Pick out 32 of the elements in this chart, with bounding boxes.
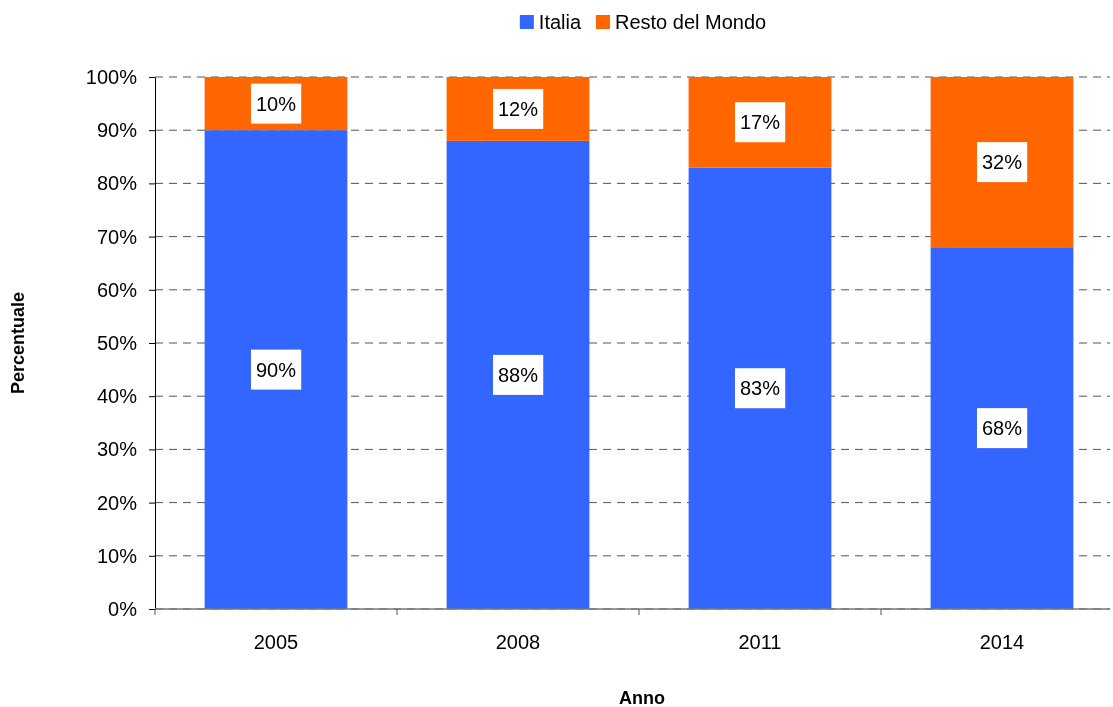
- data-label: 88%: [497, 363, 539, 386]
- x-tick-label: 2005: [253, 631, 299, 653]
- y-tick-label: 80%: [96, 172, 138, 195]
- y-tick-label: 50%: [96, 331, 138, 354]
- y-tick-label: 60%: [96, 278, 138, 301]
- bar: [930, 77, 1074, 248]
- bar: [446, 140, 590, 609]
- x-axis-title: Anno: [619, 688, 665, 707]
- x-tick-label: 2011: [738, 631, 782, 653]
- bar: [688, 167, 832, 609]
- y-tick-label: 10%: [96, 544, 138, 567]
- x-tick-label: 2008: [495, 631, 541, 653]
- y-tick-label: 90%: [96, 119, 138, 142]
- data-label: 90%: [255, 358, 297, 381]
- x-tick-label: 2014: [979, 631, 1025, 653]
- data-label: 12%: [497, 97, 539, 120]
- bar: [204, 130, 348, 609]
- y-tick-label: 0%: [108, 597, 138, 620]
- y-tick-label: 30%: [96, 438, 138, 461]
- data-label: 17%: [739, 111, 781, 134]
- y-tick-label: 70%: [96, 225, 138, 248]
- y-axis-title: Percentuale: [8, 291, 28, 395]
- data-label: 68%: [981, 417, 1023, 440]
- y-tick-label: 20%: [96, 491, 138, 514]
- legend-label: Resto del Mondo: [614, 11, 767, 33]
- y-tick-label: 100%: [85, 65, 138, 88]
- legend-label: Italia: [538, 11, 582, 33]
- data-label: 10%: [255, 92, 297, 115]
- bar: [930, 247, 1074, 609]
- data-label: 83%: [739, 377, 781, 400]
- y-tick-label: 40%: [96, 385, 138, 408]
- data-label: 32%: [981, 151, 1023, 174]
